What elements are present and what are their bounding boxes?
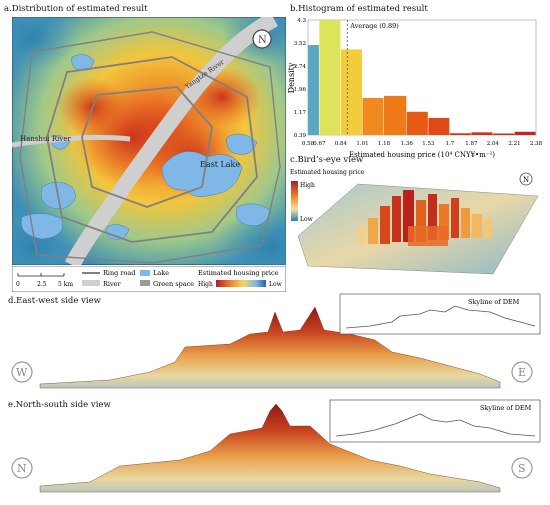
histogram-bar <box>362 97 384 135</box>
north-arrow-label: N <box>258 35 267 46</box>
histogram-bar <box>492 133 514 135</box>
ns-skyline <box>39 403 501 493</box>
west-marker-icon <box>11 361 33 383</box>
histogram-ytick: 2.74 <box>294 64 307 70</box>
panel-e-title: e.North-south side view <box>8 400 111 410</box>
histogram-xtick: 1.7 <box>445 141 454 147</box>
average-label: Average (0.89) <box>349 22 399 30</box>
histogram-xlabel: Estimated housing price (10⁴ CNY¥•m⁻²) <box>349 151 495 159</box>
histogram-ylabel: Density <box>288 62 296 93</box>
histogram-bar <box>449 133 471 135</box>
histogram-xtick: 1.01 <box>356 141 368 147</box>
north-marker-icon <box>11 457 33 479</box>
histogram-bar <box>428 117 450 135</box>
panel-d-title: d.East-west side view <box>8 296 101 306</box>
histogram-xtick: 0.84 <box>335 141 348 147</box>
north-label: N <box>17 462 27 475</box>
histogram-xtick: 1.18 <box>378 141 391 147</box>
histogram-ytick: 4.3 <box>297 18 306 24</box>
panel-b-title: b.Histogram of estimated result <box>290 4 428 14</box>
hanshui-river-label: Hanshui River <box>20 135 71 143</box>
ring-roads <box>19 31 281 264</box>
panel-c-title: c.Bird’s-eye view <box>290 155 364 165</box>
histogram-bar <box>308 45 319 135</box>
birdseye-gradient-bar <box>291 181 298 221</box>
histogram-xtick: 0.67 <box>313 141 326 147</box>
histogram-xtick: 0.58 <box>302 141 315 147</box>
ew-inset-title: Skyline of DEM <box>468 298 520 306</box>
south-label: S <box>518 462 526 475</box>
north-arrow-icon <box>252 29 272 49</box>
legend-ring-road: Ring road <box>103 269 135 277</box>
histogram-xtick: 1.36 <box>401 141 414 147</box>
ew-dem-line <box>345 305 536 329</box>
histogram-bar <box>514 131 536 135</box>
ew-skyline <box>39 306 501 389</box>
map-legend: 0 2.5 5 km Ring road River Lake Green sp… <box>12 266 286 292</box>
east-lake-label: East Lake <box>200 160 240 169</box>
legend-lake: Lake <box>153 269 169 277</box>
scale-bar <box>17 273 65 277</box>
yangtze-river <box>64 17 278 265</box>
north-south-side-view: N S Skyline of DEM <box>11 399 541 493</box>
histogram-bar <box>340 49 362 135</box>
histogram-xtick: 1.87 <box>465 141 478 147</box>
scale-tick-0: 0 <box>16 281 20 288</box>
histogram-ytick: 0.39 <box>294 133 307 139</box>
birds-eye-view: Estimated housing price High Low N <box>290 169 539 275</box>
histogram-chart: 0.39 1.17 1.96 2.74 3.52 4.3 0.58 0.67 0.84 1.01… <box>288 18 543 159</box>
histogram-xtick: 1.53 <box>422 141 435 147</box>
hanshui-river <box>12 134 131 148</box>
histogram-bar <box>471 132 493 135</box>
legend-green-space: Green space <box>153 280 194 288</box>
legend-high: High <box>198 281 213 288</box>
estimated-price-map: Yangtze River Hanshui River East Lake N <box>12 17 286 265</box>
histogram-bar <box>384 95 407 135</box>
histogram-xtick: 2.04 <box>487 141 500 147</box>
east-label: E <box>518 366 526 379</box>
panel-a-title: a.Distribution of estimated result <box>4 4 148 14</box>
legend-river: River <box>103 280 121 288</box>
price-gradient-bar <box>216 280 266 287</box>
river-swatch <box>82 280 100 286</box>
lake-swatch <box>140 270 150 276</box>
birdseye-north-icon <box>519 172 533 186</box>
ew-dem-inset <box>339 293 541 335</box>
birdseye-high: High <box>300 182 315 189</box>
histogram-bar <box>319 20 341 135</box>
legend-low: Low <box>269 281 283 288</box>
birdseye-north-label: N <box>523 176 529 184</box>
ns-inset-title: Skyline of DEM <box>480 404 532 412</box>
birdseye-legend-title: Estimated housing price <box>290 169 365 176</box>
histogram-xtick: 2.21 <box>508 141 520 147</box>
scale-tick-2: 5 km <box>58 281 73 288</box>
ns-dem-inset <box>329 399 541 443</box>
histogram-bar <box>406 111 428 135</box>
south-marker-icon <box>511 457 533 479</box>
east-marker-icon <box>511 361 533 383</box>
histogram-ytick: 3.52 <box>294 41 306 47</box>
histogram-ytick: 1.96 <box>294 87 307 93</box>
legend-price-title: Estimated housing price <box>198 269 279 277</box>
east-west-side-view: W E Skyline of DEM <box>11 293 541 389</box>
ns-dem-line <box>335 413 536 437</box>
birdseye-low: Low <box>300 216 314 223</box>
west-label: W <box>16 366 28 379</box>
price-towers <box>358 190 492 246</box>
histogram-ytick: 1.17 <box>294 110 307 116</box>
green-space-swatch <box>140 280 150 286</box>
scale-tick-1: 2.5 <box>37 281 47 288</box>
histogram-xtick: 2.38 <box>530 141 543 147</box>
